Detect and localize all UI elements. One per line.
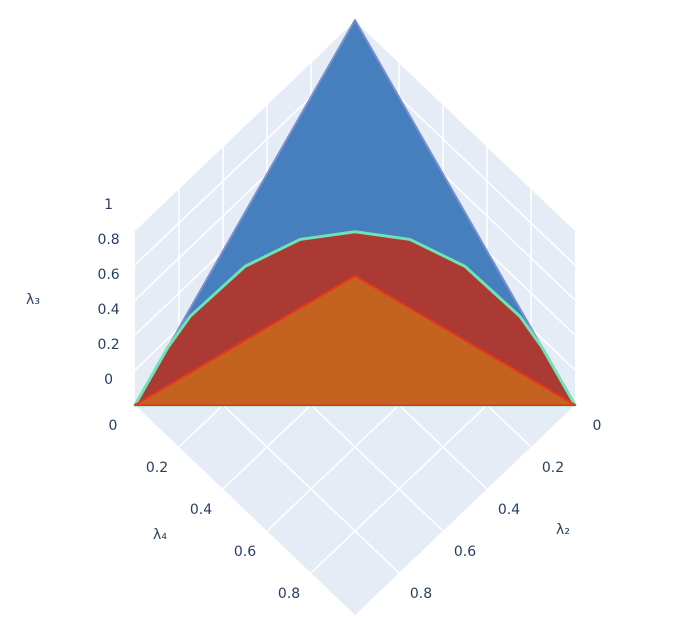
x-tick-label: 0 [593,418,602,434]
z-tick-label: 0.4 [97,302,119,318]
x-axis-title: λ₂ [556,522,570,538]
z-tick-label: 0.6 [97,267,119,283]
y-tick-label: 0 [109,418,118,434]
y-tick-label: 0.4 [190,502,212,518]
grid-line [134,19,356,231]
y-tick-label: 0.6 [234,544,256,560]
axis-labels: λ₄ λ₂ λ₃ 0 0.2 0.4 0.6 0.8 0 0.2 0.4 0.6 0.8 0 0.2 0… [26,197,601,602]
surfaces [133,19,577,407]
x-tick-label: 0.4 [498,502,520,518]
y-tick-label: 0.8 [278,586,300,602]
z-tick-label: 0 [104,372,113,388]
x-tick-label: 0.2 [542,460,564,476]
z-tick-label: 0.8 [97,232,119,248]
x-tick-label: 0.6 [454,544,476,560]
z-tick-label: 0.2 [97,337,119,353]
z-tick-label: 1 [104,197,113,213]
surface [134,274,576,406]
y-tick-label: 0.2 [146,460,168,476]
z-axis-title: λ₃ [26,292,40,308]
grid-line [354,19,576,231]
y-axis-title: λ₄ [153,527,167,543]
x-tick-label: 0.8 [410,586,432,602]
